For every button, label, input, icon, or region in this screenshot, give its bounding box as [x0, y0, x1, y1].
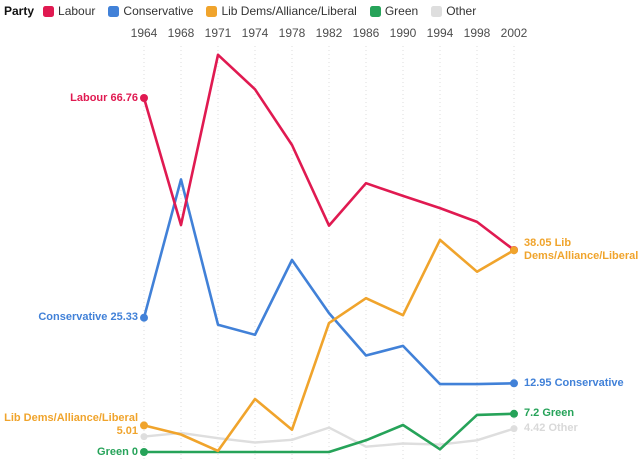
- line-conservative: [142, 178, 516, 386]
- legend-items: Labour Conservative Lib Dems/Alliance/Libe…: [43, 4, 489, 18]
- line-libdem: [142, 238, 516, 453]
- legend-swatch-green: [369, 5, 381, 17]
- end-dot-green: [510, 409, 518, 418]
- legend-swatch-libdem: [206, 5, 218, 17]
- x-axis-label-2002: 2002: [500, 26, 528, 40]
- x-axis-label-1978: 1978: [278, 26, 306, 40]
- legend-item-other: Other: [431, 4, 476, 18]
- legend-swatch-conservative: [108, 5, 120, 17]
- end-dot-conservative: [510, 379, 518, 388]
- legend-label-labour: Labour: [58, 4, 96, 18]
- start-label-green: Green 0: [97, 446, 138, 459]
- legend-label-libdem: Lib Dems/Alliance/Liberal: [221, 4, 357, 18]
- legend-label-conservative: Conservative: [123, 4, 194, 18]
- line-labour: [142, 53, 516, 252]
- start-label-line-libdem: 5.01: [116, 425, 138, 438]
- x-axis-label-1971: 1971: [204, 26, 232, 40]
- start-dot-labour: [140, 94, 148, 102]
- end-label-line-libdem: 38.05 Lib: [524, 237, 572, 250]
- start-dot-libdem: [140, 421, 148, 430]
- legend-item-labour: Labour: [43, 4, 95, 18]
- x-axis-label-1974: 1974: [241, 26, 269, 40]
- legend: Party Labour Conservative Lib Dems/Allianc…: [4, 4, 489, 18]
- end-dot-other: [510, 425, 518, 433]
- start-label-libdem: Lib Dems/Alliance/Liberal 5.01: [4, 412, 138, 438]
- start-label-line-libdem: Lib Dems/Alliance/Liberal: [4, 412, 138, 425]
- end-dot-libdem: [510, 246, 518, 255]
- start-label-line-green: Green 0: [97, 445, 138, 458]
- start-label-line-conservative: Conservative 25.33: [38, 311, 138, 324]
- legend-title: Party: [4, 4, 35, 18]
- legend-label-other: Other: [446, 4, 477, 18]
- start-dot-green: [140, 448, 148, 456]
- end-label-line-green: 7.2 Green: [524, 407, 575, 420]
- start-label-line-labour: Labour 66.76: [70, 91, 138, 104]
- end-label-conservative: 12.95 Conservative: [524, 377, 624, 390]
- end-label-line-libdem: Dems/Alliance/Liberal: [524, 250, 639, 263]
- x-axis-label-1986: 1986: [352, 26, 380, 40]
- legend-swatch-other: [431, 5, 443, 17]
- start-label-labour: Labour 66.76: [70, 92, 138, 105]
- legend-label-green: Green: [384, 4, 419, 18]
- start-dot-other: [140, 433, 148, 441]
- line-other: [142, 426, 516, 448]
- legend-item-libdem: Lib Dems/Alliance/Liberal: [206, 4, 357, 18]
- legend-item-conservative: Conservative: [108, 4, 193, 18]
- end-label-other: 4.42 Other: [524, 422, 578, 435]
- x-axis-label-1998: 1998: [463, 26, 491, 40]
- x-axis-label-1994: 1994: [426, 26, 454, 40]
- line-green: [142, 412, 516, 454]
- x-axis-label-1990: 1990: [389, 26, 417, 40]
- legend-item-green: Green: [369, 4, 419, 18]
- x-axis-label-1982: 1982: [315, 26, 343, 40]
- end-label-line-conservative: 12.95 Conservative: [524, 376, 624, 389]
- end-label-libdem: 38.05 Lib Dems/Alliance/Liberal: [524, 237, 638, 263]
- legend-swatch-labour: [43, 5, 55, 17]
- start-dot-conservative: [140, 313, 148, 322]
- x-axis-label-1964: 1964: [130, 26, 158, 40]
- x-axis-label-1968: 1968: [167, 26, 195, 40]
- start-label-conservative: Conservative 25.33: [38, 311, 138, 324]
- end-label-line-other: 4.42 Other: [524, 422, 578, 435]
- end-label-green: 7.2 Green: [524, 407, 574, 420]
